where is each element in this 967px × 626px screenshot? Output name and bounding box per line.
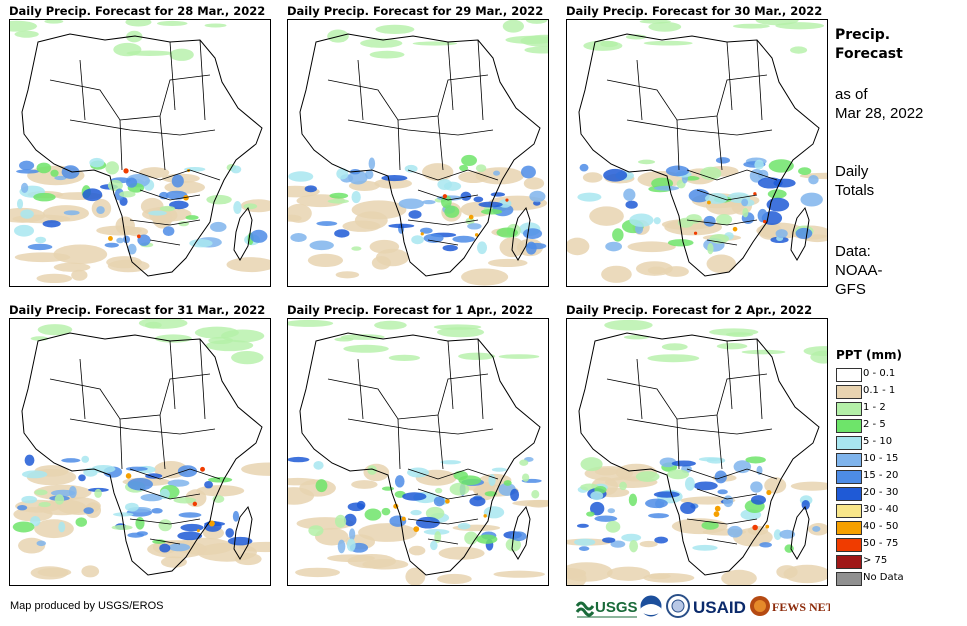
forecast-panel-1: Daily Precip. Forecast for 28 Mar., 2022 <box>9 3 271 287</box>
precip-map <box>566 19 828 287</box>
usaid-logo: USAID <box>693 598 746 617</box>
as-of-label: as of <box>835 86 868 103</box>
legend-label: 20 - 30 <box>863 487 899 498</box>
map-canvas <box>288 20 548 286</box>
legend-label: 5 - 10 <box>863 436 893 447</box>
panel-title: Daily Precip. Forecast for 29 Mar., 2022 <box>287 4 544 18</box>
data-source-line: NOAA- <box>835 262 883 279</box>
svg-text:USGS: USGS <box>595 599 638 616</box>
legend-label: 2 - 5 <box>863 419 886 430</box>
legend-label: 30 - 40 <box>863 504 899 515</box>
legend-swatch <box>836 470 862 484</box>
info-heading: Precip. Forecast <box>835 26 955 64</box>
data-source-line: GFS <box>835 281 866 298</box>
legend-swatch <box>836 555 862 569</box>
precip-map <box>287 19 549 287</box>
fewsnet-logo: FEWS NET <box>750 596 834 616</box>
usgs-logo: USGS <box>575 599 638 618</box>
precip-map <box>9 19 271 287</box>
panel-title: Daily Precip. Forecast for 2 Apr., 2022 <box>566 303 813 317</box>
legend-swatch <box>836 504 862 518</box>
legend-label: 50 - 75 <box>863 538 899 549</box>
legend-swatch <box>836 419 862 433</box>
agency-logos: USGS USAID FEWS NET <box>575 594 834 620</box>
legend-label: 0.1 - 1 <box>863 385 896 396</box>
legend-swatch <box>836 402 862 416</box>
legend-label: 0 - 0.1 <box>863 368 896 379</box>
map-canvas <box>12 319 270 580</box>
precip-map <box>9 318 271 586</box>
svg-text:USAID: USAID <box>693 598 746 617</box>
forecast-panel-5: Daily Precip. Forecast for 1 Apr., 2022 <box>287 302 549 586</box>
dos-seal-logo <box>666 594 690 618</box>
map-credit: Map produced by USGS/EROS <box>10 600 164 612</box>
map-canvas <box>567 20 827 283</box>
heading-line: Precip. <box>835 27 891 43</box>
legend-swatch <box>836 487 862 501</box>
legend-swatch <box>836 385 862 399</box>
legend-label: 10 - 15 <box>863 453 899 464</box>
totals-line: Daily <box>835 163 869 180</box>
precip-map <box>566 318 828 586</box>
panel-title: Daily Precip. Forecast for 31 Mar., 2022 <box>9 303 266 317</box>
forecast-panel-2: Daily Precip. Forecast for 29 Mar., 2022 <box>287 3 549 287</box>
legend-swatch <box>836 368 862 382</box>
legend-label: No Data <box>863 572 904 583</box>
panel-title: Daily Precip. Forecast for 30 Mar., 2022 <box>566 4 823 18</box>
data-source-line: Data: <box>835 243 871 260</box>
noaa-logo <box>639 594 663 618</box>
totals-note: Daily Totals <box>835 162 955 200</box>
legend-title: PPT (mm) <box>836 348 902 362</box>
data-source: Data: NOAA- GFS <box>835 242 955 299</box>
legend-swatch <box>836 538 862 552</box>
map-canvas <box>288 319 548 585</box>
legend-label: > 75 <box>863 555 888 566</box>
totals-line: Totals <box>835 182 875 199</box>
panel-title: Daily Precip. Forecast for 28 Mar., 2022 <box>9 4 266 18</box>
as-of-value: Mar 28, 2022 <box>835 105 924 122</box>
legend-swatch <box>836 572 862 586</box>
legend-swatch <box>836 453 862 467</box>
panel-title: Daily Precip. Forecast for 1 Apr., 2022 <box>287 303 534 317</box>
legend-swatch <box>836 436 862 450</box>
legend-label: 40 - 50 <box>863 521 899 532</box>
map-canvas <box>10 20 270 284</box>
legend-swatch <box>836 521 862 535</box>
precip-map <box>287 318 549 586</box>
forecast-panel-4: Daily Precip. Forecast for 31 Mar., 2022 <box>9 302 271 586</box>
svg-text:FEWS NET: FEWS NET <box>772 600 830 614</box>
map-canvas <box>567 319 827 585</box>
heading-line: Forecast <box>835 46 903 62</box>
legend-label: 1 - 2 <box>863 402 886 413</box>
forecast-panel-3: Daily Precip. Forecast for 30 Mar., 2022 <box>566 3 828 287</box>
as-of-date: as of Mar 28, 2022 <box>835 85 955 123</box>
legend-label: 15 - 20 <box>863 470 899 481</box>
forecast-panel-6: Daily Precip. Forecast for 2 Apr., 2022 <box>566 302 828 586</box>
